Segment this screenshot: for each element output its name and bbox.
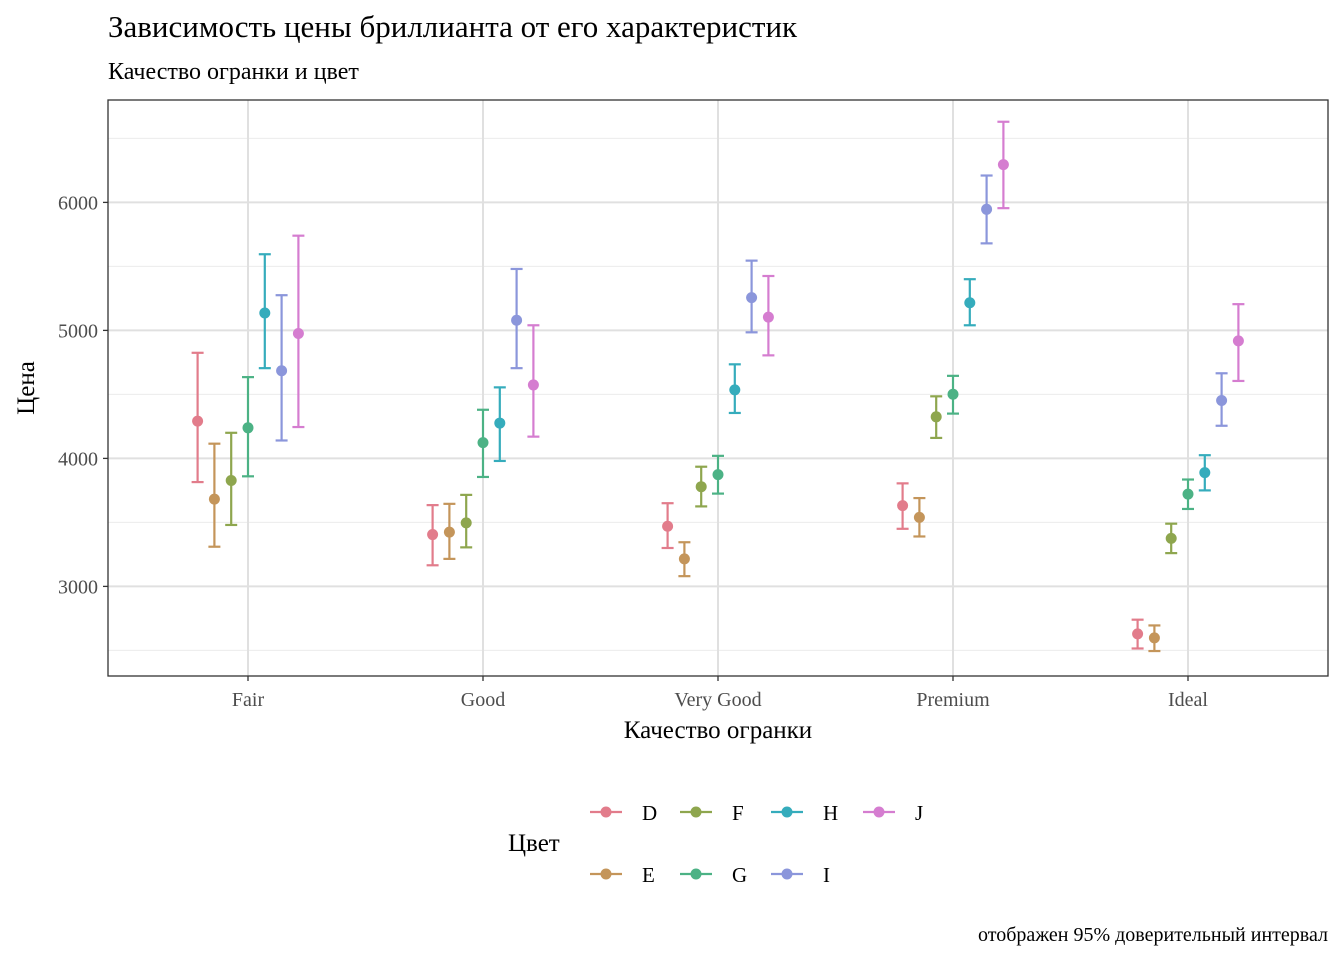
- mean-point: [1165, 532, 1177, 544]
- chart-subtitle: Качество огранки и цвет: [108, 59, 359, 85]
- legend-item-E: E: [590, 863, 655, 887]
- mean-point: [1232, 335, 1244, 347]
- legend-label: H: [823, 801, 838, 825]
- mean-point: [208, 493, 220, 505]
- mean-point: [897, 500, 909, 512]
- y-tick-label: 6000: [58, 192, 98, 214]
- mean-point: [1199, 467, 1211, 479]
- series-J: [292, 120, 1245, 438]
- mean-point: [964, 297, 976, 309]
- mean-point: [1216, 395, 1228, 407]
- x-tick-label: Good: [461, 689, 505, 711]
- legend-item-F: F: [680, 801, 744, 825]
- x-axis-title: Качество огранки: [624, 717, 812, 744]
- mean-point: [913, 511, 925, 523]
- mean-point: [947, 388, 959, 400]
- x-tick-label: Ideal: [1168, 689, 1208, 711]
- legend-label: F: [732, 801, 744, 825]
- mean-point: [1182, 488, 1194, 500]
- legend-label: G: [732, 863, 747, 887]
- series-G: [242, 374, 1194, 511]
- legend-key-point: [600, 868, 612, 880]
- legend-title: Цвет: [508, 830, 560, 857]
- legend-label: E: [642, 863, 655, 887]
- mean-point: [1132, 628, 1144, 640]
- legend-key-point: [690, 806, 702, 818]
- mean-point: [746, 292, 758, 304]
- x-axis-ticks: Fair Good Very Good Premium Ideal: [232, 676, 1208, 711]
- mean-point: [477, 437, 489, 449]
- legend-item-H: H: [771, 801, 838, 825]
- series-F: [225, 395, 1178, 555]
- legend-item-D: D: [590, 801, 657, 825]
- legend-key-point: [690, 868, 702, 880]
- mean-point: [695, 481, 707, 493]
- mean-point: [443, 526, 455, 538]
- mean-point: [242, 422, 254, 434]
- caption: отображен 95% доверительный интервал: [978, 924, 1328, 946]
- mean-point: [662, 520, 674, 532]
- mean-point: [460, 517, 472, 529]
- mean-point: [930, 411, 942, 423]
- series-E: [208, 442, 1161, 653]
- mean-point: [276, 365, 288, 377]
- legend-key-point: [781, 806, 793, 818]
- legend-label: J: [915, 801, 923, 825]
- mean-point: [527, 379, 539, 391]
- mean-point: [511, 314, 523, 326]
- mean-point: [997, 159, 1009, 171]
- legend: Цвет D E F G H I J: [508, 801, 923, 887]
- y-axis-ticks: 3000 4000 5000 6000: [58, 192, 108, 598]
- legend-item-J: J: [863, 801, 923, 825]
- mean-point: [292, 327, 304, 339]
- legend-item-G: G: [680, 863, 747, 887]
- mean-point: [427, 529, 439, 541]
- legend-label: D: [642, 801, 657, 825]
- chart-title: Зависимость цены бриллианта от его харак…: [108, 9, 798, 44]
- mean-point: [712, 469, 724, 481]
- mean-point: [225, 475, 237, 487]
- mean-point: [729, 384, 741, 396]
- series-D: [191, 351, 1144, 650]
- mean-point: [1148, 632, 1160, 644]
- mean-point: [981, 203, 993, 215]
- x-tick-label: Very Good: [674, 689, 761, 711]
- mean-point: [259, 307, 271, 319]
- x-tick-label: Fair: [232, 689, 265, 711]
- y-axis-title: Цена: [13, 361, 40, 415]
- x-tick-label: Premium: [916, 689, 990, 711]
- data-marks: [191, 120, 1245, 653]
- series-I: [275, 174, 1228, 442]
- legend-key-point: [600, 806, 612, 818]
- legend-label: I: [823, 863, 830, 887]
- y-tick-label: 3000: [58, 576, 98, 598]
- legend-key-point: [873, 806, 885, 818]
- y-tick-label: 5000: [58, 320, 98, 342]
- series-H: [258, 253, 1211, 492]
- y-tick-label: 4000: [58, 448, 98, 470]
- mean-point: [192, 415, 204, 427]
- mean-point: [494, 417, 506, 429]
- mean-point: [678, 553, 690, 565]
- mean-point: [762, 311, 774, 323]
- legend-item-I: I: [771, 863, 830, 887]
- legend-key-point: [781, 868, 793, 880]
